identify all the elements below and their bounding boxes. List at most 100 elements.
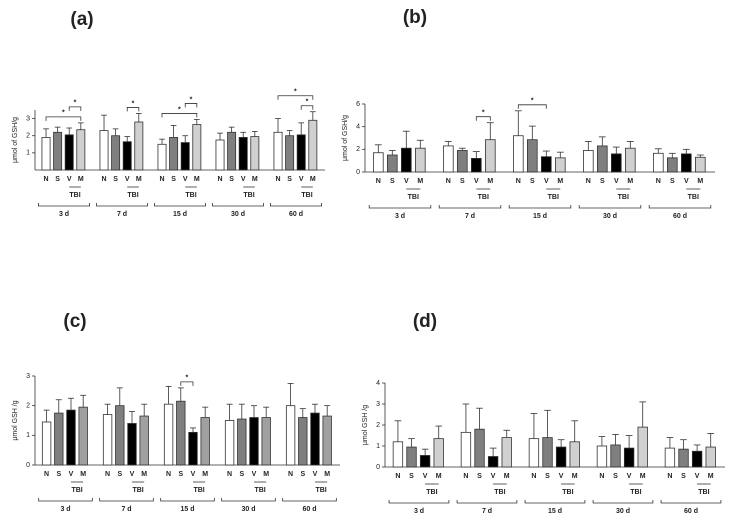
bar <box>285 405 296 466</box>
significance-bracket <box>300 105 314 110</box>
bar <box>372 152 384 173</box>
bar <box>122 141 132 171</box>
group-label: 7 d <box>121 506 131 513</box>
bar <box>541 156 552 173</box>
x-tick-label: M <box>202 471 208 478</box>
x-tick-label: S <box>460 178 465 185</box>
significance-label: * <box>294 89 297 96</box>
bar <box>611 153 622 173</box>
group-label: 30 d <box>616 508 630 515</box>
bar <box>237 418 247 466</box>
x-tick-label: V <box>491 473 496 480</box>
bar <box>414 147 426 173</box>
x-tick-label: S <box>670 178 675 185</box>
bar <box>419 455 431 468</box>
bar <box>261 417 271 466</box>
bar <box>308 119 318 171</box>
x-tick-label: N <box>105 471 110 478</box>
group-bracket <box>270 203 322 207</box>
y-tick-label: 3 <box>26 115 30 122</box>
x-tick-label: V <box>299 176 304 183</box>
x-tick-label: S <box>409 473 414 480</box>
x-tick-label: V <box>67 176 72 183</box>
bar <box>555 157 566 173</box>
bar <box>54 412 64 466</box>
x-tick-label: S <box>530 178 535 185</box>
y-tick-label: 0 <box>356 169 360 176</box>
x-tick-label: V <box>627 473 632 480</box>
bar <box>238 137 248 171</box>
significance-label: * <box>178 106 181 113</box>
bar <box>691 450 703 468</box>
group-bracket <box>660 500 722 504</box>
group-bracket <box>456 500 518 504</box>
bar <box>513 135 524 173</box>
x-tick-label: M <box>436 473 442 480</box>
tbi-label: TBI <box>698 489 709 496</box>
group-label: 30 d <box>241 506 255 513</box>
x-tick-label: M <box>324 471 330 478</box>
bar <box>625 147 636 173</box>
x-tick-label: M <box>310 176 316 183</box>
x-tick-label: M <box>627 178 633 185</box>
bar <box>115 405 125 466</box>
bar <box>322 415 332 466</box>
bar <box>192 124 202 171</box>
bar <box>102 414 113 466</box>
bar <box>484 139 496 173</box>
x-tick-label: V <box>125 176 130 183</box>
x-tick-label: M <box>557 178 563 185</box>
x-tick-label: N <box>599 473 604 480</box>
x-tick-label: M <box>80 471 86 478</box>
bar <box>597 145 608 173</box>
x-tick-label: S <box>545 473 550 480</box>
group-bracket <box>578 205 642 209</box>
y-tick-label: 2 <box>356 146 360 153</box>
bar <box>298 417 308 466</box>
group-bracket <box>160 498 215 502</box>
x-tick-label: N <box>446 178 451 185</box>
bar <box>224 420 235 466</box>
group-label: 60 d <box>302 506 316 513</box>
significance-bracket <box>68 106 82 111</box>
bar <box>250 136 260 171</box>
group-label: 15 d <box>548 508 562 515</box>
x-tick-label: S <box>300 471 305 478</box>
panel-label: (d) <box>413 311 437 332</box>
tbi-label: TBI <box>494 489 505 496</box>
tbi-label: TBI <box>562 489 573 496</box>
bar <box>200 417 210 466</box>
y-tick-label: 0 <box>26 462 30 469</box>
group-label: 7 d <box>465 213 475 220</box>
significance-label: * <box>306 99 309 106</box>
x-tick-label: V <box>241 176 246 183</box>
group-label: 7 d <box>482 508 492 515</box>
bar <box>41 421 52 466</box>
x-tick-label: S <box>477 473 482 480</box>
tbi-label: TBI <box>426 489 437 496</box>
bar <box>139 415 149 466</box>
panel-label: (c) <box>63 311 86 332</box>
bar <box>111 135 121 171</box>
x-tick-label: N <box>531 473 536 480</box>
group-label: 15 d <box>533 213 547 220</box>
x-tick-label: N <box>44 471 49 478</box>
group-label: 3 d <box>395 213 405 220</box>
y-tick-label: 1 <box>376 443 380 450</box>
significance-bracket <box>126 107 140 112</box>
significance-bracket <box>517 104 547 109</box>
bar <box>406 446 417 468</box>
x-tick-label: V <box>183 176 188 183</box>
bar <box>310 412 320 466</box>
bar <box>474 428 485 468</box>
x-tick-label: M <box>708 473 714 480</box>
group-label: 3 d <box>60 506 70 513</box>
bar <box>501 437 512 468</box>
bar <box>460 431 472 468</box>
bar <box>296 134 306 171</box>
x-tick-label: V <box>544 178 549 185</box>
tbi-label: TBI <box>69 192 80 199</box>
x-tick-label: M <box>417 178 423 185</box>
bar <box>664 447 676 468</box>
tbi-label: TBI <box>132 487 143 494</box>
